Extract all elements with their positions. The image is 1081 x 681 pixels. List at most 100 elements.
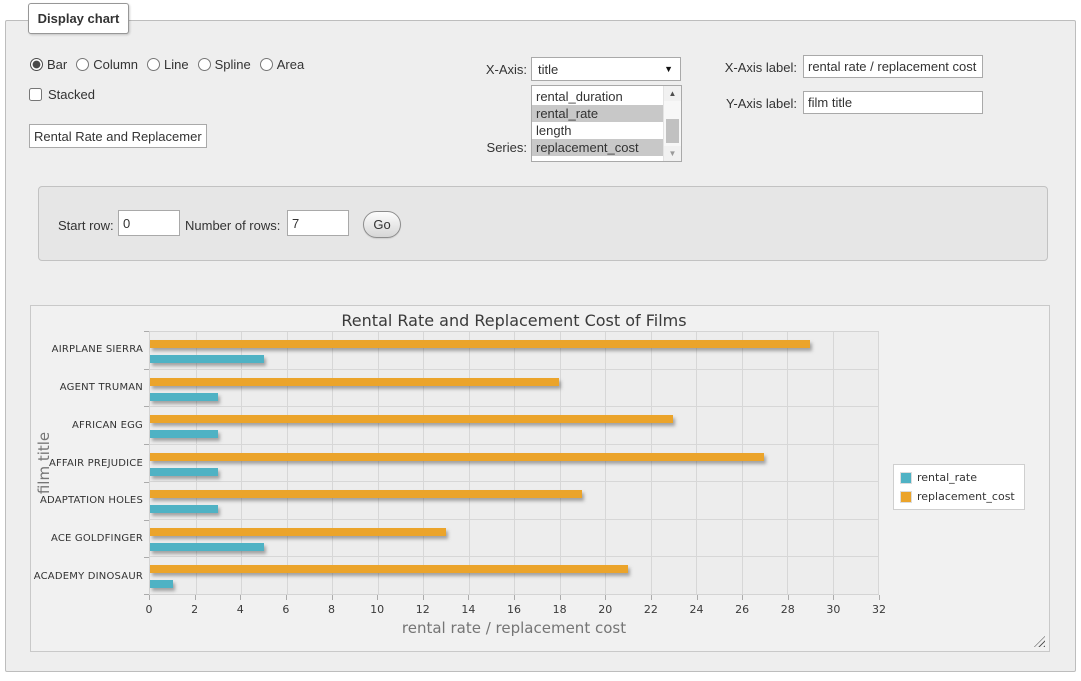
go-button-label: Go (373, 217, 390, 232)
radio-spline[interactable] (198, 58, 211, 71)
series-option-rental_duration[interactable]: rental_duration (532, 88, 664, 105)
plot-area (149, 331, 879, 595)
bar-rental_rate (150, 505, 218, 513)
tick-mark (332, 595, 333, 600)
chart-type-option-bar[interactable]: Bar (30, 57, 67, 72)
y-axis-label-field-label: Y-Axis label: (700, 96, 797, 111)
tick-mark (423, 595, 424, 600)
radio-line[interactable] (147, 58, 160, 71)
tick-mark (605, 595, 606, 600)
go-button[interactable]: Go (363, 211, 401, 238)
start-row-input[interactable] (118, 210, 180, 236)
x-axis-tick-labels: 02468101214161820222426283032 (149, 603, 879, 616)
category-label: AFFAIR PREJUDICE (31, 444, 143, 482)
x-axis-label: X-Axis: (430, 62, 527, 77)
bar-rows (150, 332, 878, 594)
radio-bar[interactable] (30, 58, 43, 71)
x-tick-label: 30 (826, 603, 840, 616)
series-option-rental_rate[interactable]: rental_rate (532, 105, 664, 122)
scroll-up-icon[interactable]: ▲ (664, 86, 681, 101)
legend-item-replacement_cost[interactable]: replacement_cost (900, 490, 1015, 503)
bar-rental_rate (150, 468, 218, 476)
stacked-checkbox[interactable] (29, 88, 42, 101)
x-tick-label: 32 (872, 603, 886, 616)
x-tick-label: 24 (690, 603, 704, 616)
series-option-replacement_cost[interactable]: replacement_cost (532, 139, 664, 156)
bar-rental_rate (150, 393, 218, 401)
bar-replacement_cost (150, 565, 628, 573)
radio-label: Spline (215, 57, 251, 72)
x-tick-label: 16 (507, 603, 521, 616)
legend-swatch-icon (900, 491, 912, 503)
x-axis-label-input[interactable] (803, 55, 983, 78)
tab-title: Display chart (38, 11, 120, 26)
bar-replacement_cost (150, 490, 582, 498)
chart-type-option-column[interactable]: Column (76, 57, 138, 72)
category-label: ACE GOLDFINGER (31, 520, 143, 558)
number-of-rows-input[interactable] (287, 210, 349, 236)
series-listbox[interactable]: rental_durationrental_ratelengthreplacem… (531, 85, 682, 162)
legend-swatch-icon (900, 472, 912, 484)
series-label: Series: (430, 140, 527, 155)
tick-mark (788, 595, 789, 600)
x-axis-label-field-label: X-Axis label: (700, 60, 797, 75)
tick-mark (514, 595, 515, 600)
chart-title: Rental Rate and Replacement Cost of Film… (149, 311, 879, 330)
tick-mark (742, 595, 743, 600)
row-controls-panel: Start row: Number of rows: Go (38, 186, 1048, 261)
x-tick-label: 4 (237, 603, 244, 616)
x-tick-label: 0 (146, 603, 153, 616)
bar-replacement_cost (150, 453, 764, 461)
category-axis-labels: AIRPLANE SIERRAAGENT TRUMANAFRICAN EGGAF… (31, 331, 143, 595)
category-label: ADAPTATION HOLES (31, 482, 143, 520)
chart-type-option-spline[interactable]: Spline (198, 57, 251, 72)
gridline (878, 332, 879, 594)
legend-item-rental_rate[interactable]: rental_rate (900, 471, 1015, 484)
x-axis-select[interactable]: title ▼ (531, 57, 681, 81)
tick-mark (651, 595, 652, 600)
scroll-down-icon[interactable]: ▼ (664, 146, 681, 161)
radio-label: Line (164, 57, 189, 72)
scrollbar-thumb[interactable] (666, 119, 679, 143)
legend-label: rental_rate (917, 471, 977, 484)
tab-display-chart[interactable]: Display chart (28, 3, 129, 34)
tick-mark (240, 595, 241, 600)
bar-rental_rate (150, 355, 264, 363)
chart-type-option-line[interactable]: Line (147, 57, 189, 72)
x-tick-label: 26 (735, 603, 749, 616)
tick-mark (833, 595, 834, 600)
radio-area[interactable] (260, 58, 273, 71)
bar-rental_rate (150, 430, 218, 438)
bar-replacement_cost (150, 340, 810, 348)
tick-mark (560, 595, 561, 600)
radio-label: Column (93, 57, 138, 72)
category-label: AFRICAN EGG (31, 406, 143, 444)
resize-handle-icon[interactable] (1034, 636, 1045, 647)
x-axis-selected-value: title (538, 62, 558, 77)
series-option-length[interactable]: length (532, 122, 664, 139)
x-axis-tick-marks (149, 595, 879, 600)
radio-label: Area (277, 57, 304, 72)
bar-replacement_cost (150, 415, 673, 423)
bar-row (150, 370, 878, 408)
x-tick-label: 18 (553, 603, 567, 616)
start-row-label: Start row: (58, 218, 114, 233)
stacked-option[interactable]: Stacked (29, 87, 95, 102)
x-tick-label: 20 (598, 603, 612, 616)
bar-row (150, 557, 878, 594)
series-scrollbar[interactable]: ▲ ▼ (663, 86, 681, 161)
y-axis-label-input[interactable] (803, 91, 983, 114)
dropdown-arrow-icon: ▼ (664, 64, 673, 74)
tick-mark (195, 595, 196, 600)
chart-panel: Rental Rate and Replacement Cost of Film… (30, 305, 1050, 652)
stacked-label: Stacked (48, 87, 95, 102)
category-label: AGENT TRUMAN (31, 369, 143, 407)
tick-mark (468, 595, 469, 600)
radio-column[interactable] (76, 58, 89, 71)
chart-title-input[interactable] (29, 124, 207, 148)
chart-type-option-area[interactable]: Area (260, 57, 304, 72)
bar-row (150, 520, 878, 558)
x-tick-label: 10 (370, 603, 384, 616)
x-tick-label: 22 (644, 603, 658, 616)
x-tick-label: 8 (328, 603, 335, 616)
